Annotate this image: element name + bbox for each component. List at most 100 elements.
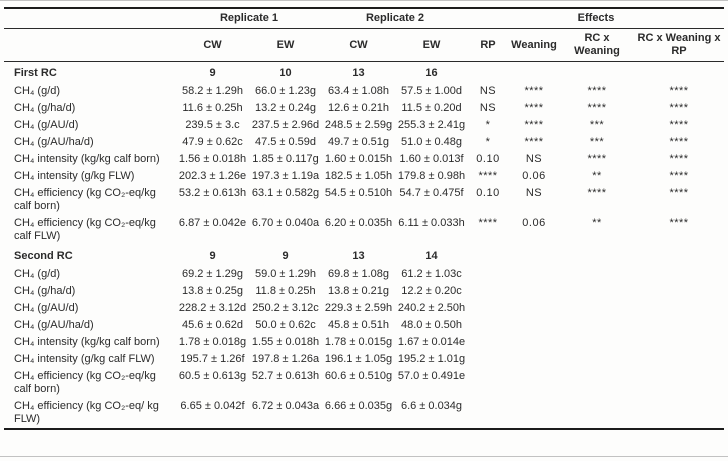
measurement-value: 69.2 ± 1.29g xyxy=(181,268,244,280)
effect-cell-empty xyxy=(634,62,724,84)
column-header-rc-x-weaning: RC x Weaning xyxy=(560,28,634,62)
table-row: CH₄ (g/AU/ha/d) 47.9 ± 0.62c 47.5 ± 0.59d 4… xyxy=(4,134,724,151)
measurement-value: 54.5 ± 0.510h xyxy=(324,187,393,199)
measurement-value: 48.0 ± 0.50h xyxy=(400,319,463,331)
variable-label: CH₄ efficiency (kg CO₂-eq/kg calf born) xyxy=(14,370,156,395)
animal-count: 16 xyxy=(425,67,438,79)
effect-significance: **** xyxy=(669,153,689,165)
effect-significance: NS xyxy=(525,153,543,165)
column-header-cw-rep1: CW xyxy=(176,28,249,62)
effect-significance xyxy=(508,334,560,351)
measurement-value: 47.9 ± 0.62c xyxy=(182,136,243,148)
effect-significance xyxy=(560,368,634,398)
animal-count: 10 xyxy=(279,67,292,79)
group-header-row: Replicate 1 Replicate 2 Effects xyxy=(4,8,724,29)
measurement-value: 6.70 ± 0.040a xyxy=(251,217,320,229)
measurement-value: 51.0 ± 0.48g xyxy=(400,136,463,148)
column-header-weaning: Weaning xyxy=(508,28,560,62)
effect-cell-empty xyxy=(468,62,508,84)
effect-significance xyxy=(468,317,508,334)
measurement-value: 255.3 ± 2.41g xyxy=(397,119,466,131)
animal-count: 13 xyxy=(352,250,365,262)
effect-significance xyxy=(508,317,560,334)
measurement-value: 6.65 ± 0.042f xyxy=(180,400,245,412)
measurement-value: 197.8 ± 1.26a xyxy=(251,353,320,365)
effect-cell-empty xyxy=(508,245,560,266)
measurement-value: 60.5 ± 0.613g xyxy=(178,370,247,382)
animal-count: 9 xyxy=(209,250,216,262)
animal-count: 13 xyxy=(352,67,365,79)
variable-label: CH₄ intensity (kg/kg calf born) xyxy=(14,153,160,165)
effect-significance xyxy=(634,283,724,300)
table-row: CH₄ intensity (kg/kg calf born) 1.78 ± 0.… xyxy=(4,334,724,351)
effect-cell-empty xyxy=(508,62,560,84)
corner-cell xyxy=(4,8,176,29)
effect-significance: ** xyxy=(592,217,602,229)
effect-significance xyxy=(634,351,724,368)
effect-significance: **** xyxy=(669,136,689,148)
measurement-value: 1.60 ± 0.015h xyxy=(324,153,393,165)
measurement-value: 63.1 ± 0.582g xyxy=(251,187,320,199)
variable-label: CH₄ intensity (kg/kg calf born) xyxy=(14,336,160,348)
measurement-value: 49.7 ± 0.51g xyxy=(327,136,390,148)
effect-significance: **** xyxy=(669,170,689,182)
effect-significance xyxy=(560,351,634,368)
measurement-value: 196.1 ± 1.05g xyxy=(324,353,393,365)
measurement-value: 45.8 ± 0.51h xyxy=(327,319,390,331)
variable-label: CH₄ (g/AU/d) xyxy=(14,302,79,314)
effect-significance xyxy=(560,317,634,334)
row-label-column-header xyxy=(4,28,176,62)
variable-label: CH₄ efficiency (kg CO₂-eq/kg calf born) xyxy=(14,187,156,212)
table-row: CH₄ efficiency (kg CO₂-eq/kg calf born) 6… xyxy=(4,368,724,398)
effect-significance: **** xyxy=(669,102,689,114)
effect-significance: **** xyxy=(524,136,544,148)
effect-significance xyxy=(508,368,560,398)
measurement-value: 13.8 ± 0.21g xyxy=(327,285,390,297)
effect-significance xyxy=(468,300,508,317)
effect-significance: **** xyxy=(587,85,607,97)
measurement-value: 63.4 ± 1.08h xyxy=(327,85,390,97)
effect-significance xyxy=(560,300,634,317)
table-row: CH₄ efficiency (kg CO₂-eq/kg calf born) 5… xyxy=(4,185,724,215)
effect-significance: **** xyxy=(524,119,544,131)
measurement-value: 47.5 ± 0.59d xyxy=(254,136,317,148)
page-bottom-edge xyxy=(0,456,728,457)
animal-count: 9 xyxy=(282,250,289,262)
measurement-value: 1.55 ± 0.018h xyxy=(251,336,320,348)
measurement-value: 12.6 ± 0.21h xyxy=(327,102,390,114)
effect-significance xyxy=(508,283,560,300)
measurement-value: 59.0 ± 1.29h xyxy=(254,268,317,280)
effect-significance: **** xyxy=(587,187,607,199)
table-row: CH₄ (g/ha/d) 13.8 ± 0.25g 11.8 ± 0.25h 13.8… xyxy=(4,283,724,300)
effect-significance: *** xyxy=(589,119,605,131)
table-body: First RC 9 10 13 16 CH₄ (g/d) 58.2 ± 1.29h 66.0… xyxy=(4,62,724,430)
effect-significance: NS xyxy=(525,187,543,199)
table-row: CH₄ (g/AU/d) 239.5 ± 3.c 237.5 ± 2.96d 248.… xyxy=(4,117,724,134)
animal-count: 9 xyxy=(209,67,216,79)
effect-significance xyxy=(634,300,724,317)
effect-significance: NS xyxy=(479,85,497,97)
table-row: CH₄ intensity (g/kg calf FLW) 195.7 ± 1.2… xyxy=(4,351,724,368)
effect-cell-empty xyxy=(468,245,508,266)
variable-label: CH₄ intensity (g/kg FLW) xyxy=(14,170,135,182)
effect-cell-empty xyxy=(560,62,634,84)
effect-cell-empty xyxy=(560,245,634,266)
effect-significance xyxy=(468,368,508,398)
section-title: First RC xyxy=(14,67,57,79)
effect-significance: 0.06 xyxy=(522,170,546,182)
variable-label: CH₄ (g/AU/d) xyxy=(14,119,79,131)
effect-significance xyxy=(634,317,724,334)
measurement-value: 6.66 ± 0.035g xyxy=(324,400,393,412)
measurement-value: 60.6 ± 0.510g xyxy=(324,370,393,382)
measurement-value: 202.3 ± 1.26e xyxy=(178,170,247,182)
effect-significance xyxy=(560,266,634,283)
effect-significance: ** xyxy=(592,170,602,182)
measurement-value: 228.2 ± 3.12d xyxy=(178,302,247,314)
variable-label: CH₄ intensity (g/kg calf FLW) xyxy=(14,353,155,365)
effect-significance: **** xyxy=(478,217,498,229)
measurement-value: 1.78 ± 0.018g xyxy=(178,336,247,348)
measurement-value: 179.8 ± 0.98h xyxy=(397,170,466,182)
variable-label: CH₄ efficiency (kg CO₂-eq/ kg FLW) xyxy=(14,400,159,425)
effect-significance: 0.10 xyxy=(476,187,500,199)
